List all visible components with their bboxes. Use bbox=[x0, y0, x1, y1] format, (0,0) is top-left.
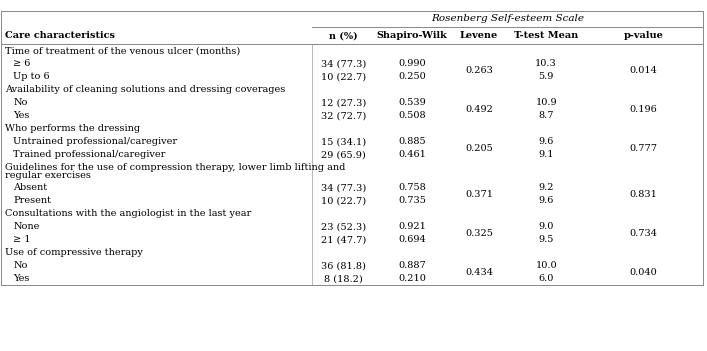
Text: 0.539: 0.539 bbox=[398, 98, 426, 107]
Text: 10 (22.7): 10 (22.7) bbox=[321, 197, 366, 205]
Text: 0.508: 0.508 bbox=[398, 111, 426, 120]
Text: Trained professional/caregiver: Trained professional/caregiver bbox=[13, 150, 166, 159]
Text: 0.014: 0.014 bbox=[629, 66, 658, 75]
Text: 34 (77.3): 34 (77.3) bbox=[321, 184, 366, 192]
Text: 0.777: 0.777 bbox=[629, 144, 658, 153]
Text: 0.434: 0.434 bbox=[465, 268, 493, 277]
Text: Untrained professional/caregiver: Untrained professional/caregiver bbox=[13, 137, 177, 146]
Text: 9.5: 9.5 bbox=[539, 236, 554, 244]
Text: 9.6: 9.6 bbox=[539, 197, 554, 205]
Text: 10.3: 10.3 bbox=[535, 59, 557, 68]
Text: 0.990: 0.990 bbox=[398, 59, 426, 68]
Text: 23 (52.3): 23 (52.3) bbox=[321, 223, 366, 231]
Text: Time of treatment of the venous ulcer (months): Time of treatment of the venous ulcer (m… bbox=[5, 46, 240, 55]
Text: 8 (18.2): 8 (18.2) bbox=[325, 274, 363, 283]
Text: Present: Present bbox=[13, 197, 52, 205]
Text: 0.694: 0.694 bbox=[398, 236, 426, 244]
Text: 0.492: 0.492 bbox=[465, 105, 493, 114]
Text: No: No bbox=[13, 98, 28, 107]
Text: 32 (72.7): 32 (72.7) bbox=[321, 111, 366, 120]
Text: 0.461: 0.461 bbox=[398, 150, 426, 159]
Text: 0.921: 0.921 bbox=[398, 223, 426, 231]
Text: 0.735: 0.735 bbox=[398, 197, 426, 205]
Text: Shapiro-Wilk: Shapiro-Wilk bbox=[376, 31, 448, 40]
Text: 0.325: 0.325 bbox=[465, 229, 493, 238]
Text: 12 (27.3): 12 (27.3) bbox=[321, 98, 366, 107]
Text: 0.263: 0.263 bbox=[465, 66, 493, 75]
Text: 21 (47.7): 21 (47.7) bbox=[321, 236, 366, 244]
Text: n (%): n (%) bbox=[329, 31, 358, 40]
Text: Consultations with the angiologist in the last year: Consultations with the angiologist in th… bbox=[5, 210, 251, 218]
Text: 9.1: 9.1 bbox=[539, 150, 554, 159]
Text: T-test Mean: T-test Mean bbox=[514, 31, 578, 40]
Text: 0.205: 0.205 bbox=[465, 144, 493, 153]
Text: Availability of cleaning solutions and dressing coverages: Availability of cleaning solutions and d… bbox=[5, 85, 285, 94]
Text: 0.371: 0.371 bbox=[465, 190, 493, 199]
Text: 8.7: 8.7 bbox=[539, 111, 554, 120]
Text: 0.758: 0.758 bbox=[398, 184, 426, 192]
Text: 34 (77.3): 34 (77.3) bbox=[321, 59, 366, 68]
Text: Levene: Levene bbox=[460, 31, 498, 40]
Text: 9.0: 9.0 bbox=[539, 223, 554, 231]
Text: 0.831: 0.831 bbox=[629, 190, 658, 199]
Text: 0.885: 0.885 bbox=[398, 137, 426, 146]
Text: 29 (65.9): 29 (65.9) bbox=[321, 150, 366, 159]
Text: 36 (81.8): 36 (81.8) bbox=[321, 261, 366, 270]
Text: regular exercises: regular exercises bbox=[5, 171, 90, 180]
Text: Rosenberg Self-esteem Scale: Rosenberg Self-esteem Scale bbox=[431, 14, 585, 24]
Text: Use of compressive therapy: Use of compressive therapy bbox=[5, 249, 143, 257]
Text: Yes: Yes bbox=[13, 274, 30, 283]
Text: None: None bbox=[13, 223, 40, 231]
Text: Up to 6: Up to 6 bbox=[13, 72, 50, 81]
Text: 0.250: 0.250 bbox=[398, 72, 426, 81]
Text: 15 (34.1): 15 (34.1) bbox=[321, 137, 366, 146]
Text: 5.9: 5.9 bbox=[539, 72, 554, 81]
Text: 0.210: 0.210 bbox=[398, 274, 426, 283]
Text: No: No bbox=[13, 261, 28, 270]
Text: 10.9: 10.9 bbox=[535, 98, 557, 107]
Text: 0.887: 0.887 bbox=[398, 261, 426, 270]
Text: Care characteristics: Care characteristics bbox=[5, 31, 115, 40]
Text: ≥ 1: ≥ 1 bbox=[13, 236, 31, 244]
Text: 10 (22.7): 10 (22.7) bbox=[321, 72, 366, 81]
Text: ≥ 6: ≥ 6 bbox=[13, 59, 31, 68]
Text: p-value: p-value bbox=[624, 31, 663, 40]
Text: Guidelines for the use of compression therapy, lower limb lifting and: Guidelines for the use of compression th… bbox=[5, 163, 345, 172]
Text: Absent: Absent bbox=[13, 184, 47, 192]
Text: Who performs the dressing: Who performs the dressing bbox=[5, 124, 140, 133]
Text: 0.734: 0.734 bbox=[629, 229, 658, 238]
Text: 10.0: 10.0 bbox=[535, 261, 557, 270]
Text: 0.040: 0.040 bbox=[629, 268, 658, 277]
Text: 9.6: 9.6 bbox=[539, 137, 554, 146]
Text: 6.0: 6.0 bbox=[539, 274, 554, 283]
Text: 0.196: 0.196 bbox=[629, 105, 658, 114]
Text: 9.2: 9.2 bbox=[539, 184, 554, 192]
Text: Yes: Yes bbox=[13, 111, 30, 120]
